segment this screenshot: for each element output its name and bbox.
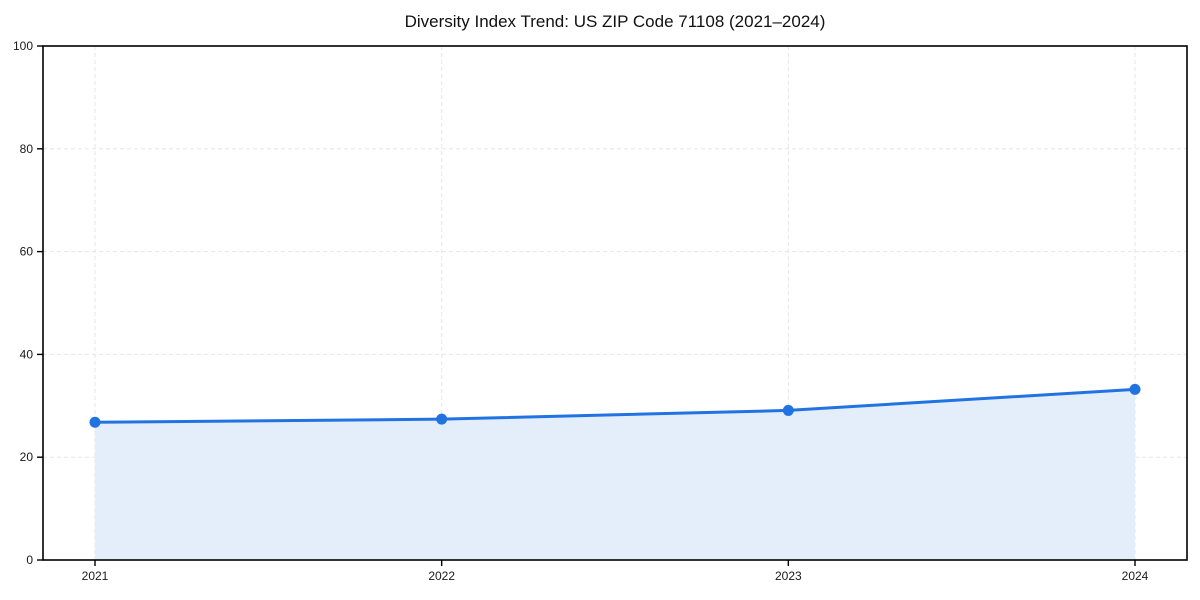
x-tick-label: 2021: [82, 569, 109, 583]
data-point: [89, 416, 101, 428]
y-tick-label: 80: [20, 142, 34, 156]
axes-border: [42, 45, 1188, 561]
x-tick-label: 2022: [428, 569, 455, 583]
area-fill: [95, 389, 1135, 560]
data-point: [782, 404, 794, 416]
data-point: [1129, 383, 1141, 395]
y-tick-label: 0: [26, 553, 33, 567]
y-tick-label: 20: [20, 450, 34, 464]
y-tick-label: 100: [13, 39, 33, 53]
x-tick-label: 2024: [1122, 569, 1149, 583]
x-tick-label: 2023: [775, 569, 802, 583]
y-tick-label: 40: [20, 347, 34, 361]
trend-line: [93, 387, 1137, 424]
data-point: [436, 413, 448, 425]
y-tick-label: 60: [20, 245, 34, 259]
chart-title: Diversity Index Trend: US ZIP Code 71108…: [404, 12, 826, 31]
